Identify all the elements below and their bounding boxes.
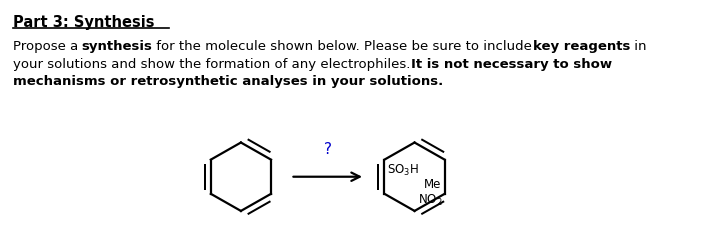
Text: It is not necessary to show: It is not necessary to show xyxy=(411,58,613,71)
Text: mechanisms or retrosynthetic analyses in your solutions.: mechanisms or retrosynthetic analyses in… xyxy=(13,75,443,88)
Text: NO$_2$: NO$_2$ xyxy=(418,193,442,208)
Text: Me: Me xyxy=(424,178,442,191)
Text: Part 3: Synthesis: Part 3: Synthesis xyxy=(13,14,154,30)
Text: key reagents: key reagents xyxy=(533,40,630,53)
Text: synthesis: synthesis xyxy=(81,40,153,53)
Text: in: in xyxy=(630,40,646,53)
Text: Propose a: Propose a xyxy=(13,40,82,53)
Text: ?: ? xyxy=(323,142,332,157)
Text: for the molecule shown below. Please be sure to include: for the molecule shown below. Please be … xyxy=(152,40,536,53)
Text: SO$_3$H: SO$_3$H xyxy=(388,163,420,178)
Text: your solutions and show the formation of any electrophiles.: your solutions and show the formation of… xyxy=(13,58,414,71)
